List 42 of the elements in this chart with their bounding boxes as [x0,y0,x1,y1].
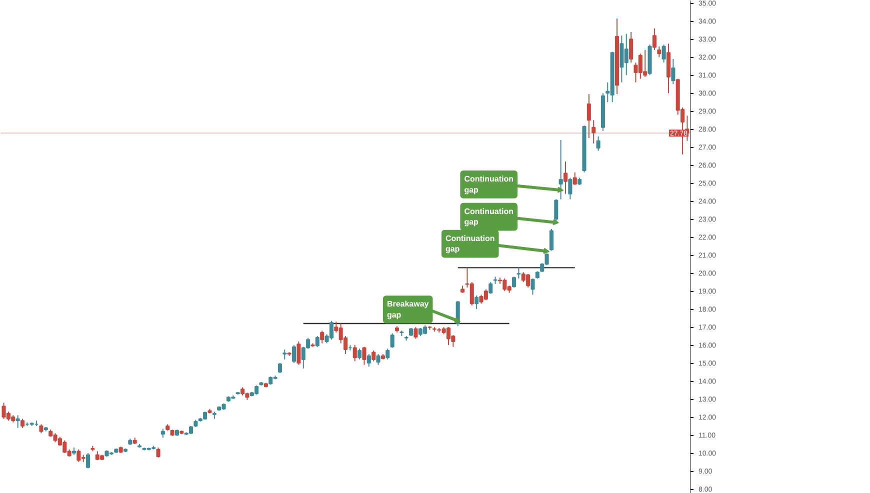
candlestick [282,349,287,360]
candlestick [568,177,572,200]
candlestick [549,228,554,252]
candlestick [586,94,591,139]
candlestick [446,326,451,346]
candlestick [657,46,662,58]
candlestick [278,362,282,374]
candlestick [362,346,366,366]
candlestick [86,452,90,469]
annotation: Breakaway gap [386,300,430,320]
candlestick [376,354,380,366]
candlestick [652,28,656,50]
candlestick [572,172,577,186]
candlestick [414,326,418,340]
candlestick [386,348,390,360]
candlestick [296,340,301,366]
candlestick [662,44,666,64]
candlestick [558,139,563,200]
candlestick [592,120,596,144]
candlestick [629,31,634,64]
candlestick [671,58,676,85]
candlestick [352,344,357,362]
annotation: Continuation gap [464,206,514,227]
candlestick [530,278,535,296]
candlestick [315,336,320,348]
annotation: Continuation gap [464,174,514,194]
candlestick [366,354,371,368]
candlestick [358,348,362,360]
candlestick [292,344,296,364]
candlestick [596,136,600,152]
candlestick [474,295,479,310]
candlestick [16,414,20,428]
candlestick [372,350,376,362]
candlestick [156,447,160,458]
candlestick [512,276,516,288]
candlestick [488,282,493,294]
candlestick [320,330,324,344]
candlestick [563,161,568,194]
candlestick [516,267,521,279]
candlestick [390,332,394,348]
annotation: Continuation gap [445,234,495,254]
candlestick [329,320,334,340]
